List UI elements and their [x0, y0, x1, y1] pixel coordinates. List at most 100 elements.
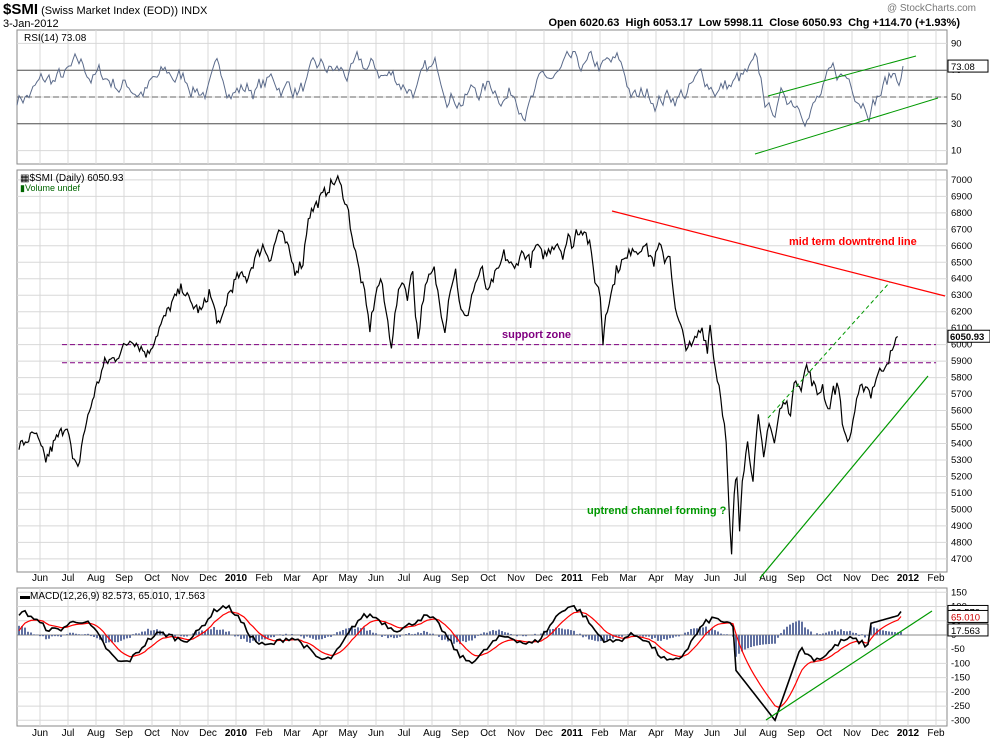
- index-name: (Swiss Market Index (EOD)): [41, 5, 178, 17]
- macd-histogram-bar: [666, 634, 668, 640]
- macd-last-value-1: 65.010: [951, 612, 980, 623]
- macd-histogram-bar: [855, 633, 857, 635]
- x-tick-label-1-6: Dec: [199, 728, 217, 739]
- macd-histogram-bar: [381, 634, 383, 637]
- macd-histogram-bar: [285, 633, 287, 635]
- macd-histogram-bar: [891, 631, 893, 635]
- macd-histogram-bar: [174, 634, 176, 637]
- macd-histogram-bar: [735, 634, 737, 657]
- macd-histogram-bar: [468, 634, 470, 641]
- macd-histogram-bar: [453, 634, 455, 644]
- macd-histogram-bar: [183, 634, 185, 637]
- x-tick-label-0-7: 2010: [225, 573, 248, 584]
- macd-histogram-bar: [321, 634, 323, 640]
- macd-histogram-bar: [501, 631, 503, 635]
- x-tick-label-0-18: Dec: [535, 573, 553, 584]
- price-subtitle: ▮Volume undef: [20, 183, 80, 193]
- x-tick-label-1-10: Apr: [312, 728, 328, 739]
- price-title: ▦$SMI (Daily) 6050.93: [20, 173, 124, 184]
- macd-histogram-bar: [441, 634, 443, 641]
- x-tick-label-1-18: Dec: [535, 728, 553, 739]
- macd-histogram-bar: [777, 634, 779, 638]
- macd-uptrend-line: [765, 610, 933, 721]
- macd-histogram-bar: [684, 632, 686, 635]
- price-ytick-19: 5100: [951, 488, 972, 499]
- macd-histogram-bar: [507, 632, 509, 635]
- macd-histogram-bar: [795, 621, 797, 635]
- macd-histogram-bar: [783, 629, 785, 635]
- x-tick-label-0-24: Jun: [704, 573, 720, 584]
- macd-histogram-bar: [330, 634, 332, 637]
- x-tick-label-0-30: Dec: [871, 573, 889, 584]
- macd-histogram-bar: [126, 634, 128, 639]
- macd-histogram-bar: [102, 634, 104, 642]
- macd-histogram-bar: [396, 634, 398, 638]
- macd-histogram-bar: [132, 634, 134, 635]
- macd-histogram-bar: [165, 634, 167, 635]
- macd-histogram-bar: [222, 629, 224, 635]
- macd-histogram-bar: [327, 634, 329, 637]
- macd-histogram-bar: [492, 630, 494, 635]
- macd-histogram-bar: [279, 634, 281, 635]
- macd-histogram-bar: [660, 634, 662, 641]
- macd-histogram-bar: [333, 634, 335, 635]
- macd-histogram-bar: [345, 628, 347, 635]
- x-tick-label-0-16: Oct: [480, 573, 496, 584]
- header-date: 3-Jan-2012: [3, 18, 59, 30]
- macd-histogram-bar: [825, 632, 827, 635]
- x-tick-label-0-4: Oct: [144, 573, 160, 584]
- macd-histogram-bar: [609, 634, 611, 639]
- macd-histogram-bar: [375, 633, 377, 635]
- price-ytick-2: 6800: [951, 208, 972, 219]
- macd-histogram-bar: [831, 631, 833, 635]
- price-ytick-5: 6500: [951, 257, 972, 268]
- x-tick-label-1-4: Oct: [144, 728, 160, 739]
- macd-histogram-bar: [741, 634, 743, 652]
- x-tick-label-1-13: Jul: [398, 728, 411, 739]
- macd-ytick-0: 150: [951, 587, 967, 598]
- macd-histogram-bar: [576, 634, 578, 635]
- macd-histogram-bar: [828, 631, 830, 635]
- x-tick-label-0-2: Aug: [87, 573, 105, 584]
- price-ytick-7: 6300: [951, 290, 972, 301]
- macd-histogram-bar: [150, 630, 152, 635]
- macd-histogram-bar: [687, 631, 689, 635]
- macd-histogram-bar: [756, 634, 758, 646]
- macd-histogram-bar: [675, 634, 677, 637]
- macd-histogram-bar: [450, 634, 452, 641]
- rsi-ytick-0: 90: [951, 38, 962, 49]
- macd-histogram-bar: [771, 634, 773, 644]
- macd-histogram-bar: [57, 634, 59, 637]
- price-panel-frame: [16, 169, 948, 573]
- macd-histogram-bar: [291, 633, 293, 635]
- macd-histogram-bar: [801, 621, 803, 635]
- x-tick-label-0-25: Jul: [734, 573, 747, 584]
- x-tick-label-1-31: 2012: [897, 728, 920, 739]
- x-tick-label-1-12: Jun: [368, 728, 384, 739]
- x-tick-label-0-14: Aug: [423, 573, 441, 584]
- macd-histogram-bar: [282, 634, 284, 636]
- x-tick-label-1-5: Nov: [171, 728, 189, 739]
- macd-histogram-bar: [237, 634, 239, 637]
- macd-histogram-bar: [417, 632, 419, 635]
- macd-histogram-bar: [582, 634, 584, 638]
- macd-histogram-bar: [411, 634, 413, 635]
- x-tick-label-1-14: Aug: [423, 728, 441, 739]
- rsi-ytick-3: 30: [951, 119, 962, 130]
- macd-histogram-bar: [357, 627, 359, 635]
- macd-histogram-bar: [234, 634, 236, 637]
- macd-histogram-bar: [54, 634, 56, 637]
- macd-histogram-bar: [672, 634, 674, 638]
- macd-histogram-bar: [372, 632, 374, 635]
- macd-histogram-bar: [369, 630, 371, 635]
- macd-histogram-bar: [324, 634, 326, 639]
- price-last-value: 6050.93: [950, 332, 984, 343]
- macd-histogram-bar: [138, 633, 140, 635]
- macd-histogram-bar: [462, 634, 464, 642]
- macd-histogram-bar: [723, 634, 725, 635]
- macd-histogram-bar: [873, 627, 875, 635]
- x-tick-label-0-6: Dec: [199, 573, 217, 584]
- price-ytick-13: 5700: [951, 389, 972, 400]
- macd-ytick-4: -50: [951, 644, 965, 655]
